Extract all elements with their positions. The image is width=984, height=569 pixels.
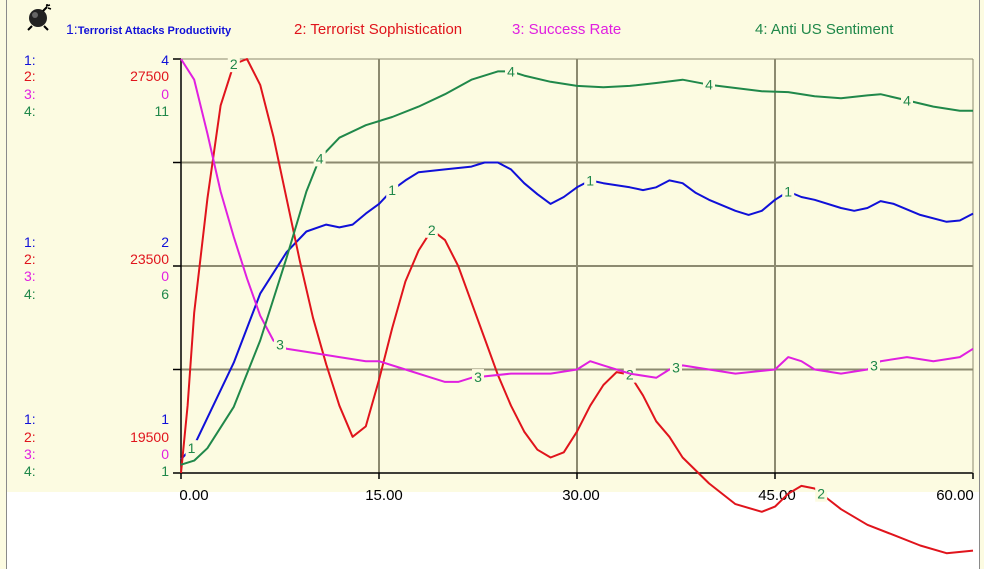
- series-1-marker-bg-0: [185, 440, 198, 457]
- legend-series-4: 4: Anti US Sentiment: [755, 21, 894, 38]
- series-1-marker-bg-2: [584, 172, 597, 189]
- series-1-line: [180, 161, 974, 460]
- axis-bot-value-2: 19500: [130, 429, 169, 445]
- series-2-marker-bg-1: [425, 221, 438, 238]
- axis-mid-label-1: 1:: [24, 234, 36, 250]
- axis-mid-label-3: 3:: [24, 268, 36, 284]
- axis-top-label-2: 2:: [24, 68, 36, 84]
- axis-bot-label-2: 2:: [24, 429, 36, 445]
- series-2-marker-0: 2: [230, 56, 238, 72]
- bomb-icon[interactable]: [24, 4, 52, 37]
- series-1-marker-3: 1: [784, 183, 792, 199]
- series-1-marker-bg-3: [782, 183, 795, 200]
- series-2-marker-2: 2: [626, 367, 634, 383]
- axis-bot-label-3: 3:: [24, 446, 36, 462]
- x-tick-label-3: 45.00: [758, 487, 796, 504]
- series-1-marker-2: 1: [586, 172, 594, 188]
- series-3-line: [180, 58, 974, 383]
- x-tick-label-0: 0.00: [179, 487, 209, 504]
- axis-mid-value-3: 0: [161, 268, 169, 284]
- series-2-marker-bg-3: [815, 485, 828, 502]
- axis-mid-value-1: 2: [161, 234, 169, 250]
- series-3-marker-3: 3: [870, 357, 878, 373]
- series-3-marker-bg-0: [274, 336, 286, 353]
- axis-top-value-2: 27500: [130, 68, 169, 84]
- axis-top-label-3: 3:: [24, 86, 36, 102]
- series-4-marker-1: 4: [507, 63, 515, 79]
- series-2-marker-1: 2: [428, 222, 436, 238]
- axis-top-value-3: 0: [161, 86, 169, 102]
- chart-frame: [6, 0, 980, 569]
- series-4-line: [180, 70, 973, 466]
- legend-series-2: 2: Terrorist Sophistication: [294, 21, 463, 38]
- axis-top-value-1: 4: [161, 52, 169, 68]
- legend-series-3: 3: Success Rate: [512, 21, 622, 38]
- series-3-marker-bg-1: [472, 369, 484, 386]
- series-1-marker-0: 1: [188, 440, 196, 456]
- x-tick-label-2: 30.00: [562, 487, 600, 504]
- series-3-marker-1: 3: [474, 369, 482, 385]
- axis-bot-label-4: 4:: [24, 463, 36, 479]
- series-2-line: [180, 58, 974, 555]
- series-4-marker-bg-1: [505, 63, 517, 80]
- axis-top-label-1: 1:: [24, 52, 36, 68]
- series-4-marker-bg-2: [703, 76, 715, 93]
- series-4-marker-2: 4: [705, 77, 713, 93]
- series-2-marker-3: 2: [817, 486, 825, 502]
- series-2-marker-bg-2: [623, 366, 636, 383]
- axis-mid-label-4: 4:: [24, 286, 36, 302]
- series-4-marker-0: 4: [316, 150, 324, 166]
- series-2-marker-bg-0: [227, 56, 240, 73]
- x-tick-label-4: 60.00: [936, 487, 974, 504]
- axis-bot-value-4: 1: [161, 463, 169, 479]
- series-3-marker-0: 3: [276, 337, 284, 353]
- series-4-marker-3: 4: [903, 92, 911, 108]
- axis-mid-value-4: 6: [161, 286, 169, 302]
- legend-series-1-name: Terrorist Attacks Productivity: [77, 25, 232, 37]
- chart-footer-area: [7, 492, 979, 569]
- series-3-marker-bg-3: [868, 357, 880, 374]
- legend-series-1-number: 1:: [66, 21, 78, 37]
- series-3-marker-bg-2: [670, 359, 682, 376]
- series-4-marker-bg-0: [313, 150, 326, 167]
- axis-bot-label-1: 1:: [24, 411, 36, 427]
- axis-top-label-4: 4:: [24, 103, 36, 119]
- legend-series-1: 1:Terrorist Attacks Productivity: [66, 21, 231, 38]
- axis-bot-value-3: 0: [161, 446, 169, 462]
- x-tick-label-1: 15.00: [365, 487, 403, 504]
- axis-mid-label-2: 2:: [24, 251, 36, 267]
- axis-top-value-4: 11: [154, 103, 169, 119]
- series-3-marker-2: 3: [672, 359, 680, 375]
- axis-bot-value-1: 1: [161, 411, 169, 427]
- series-1-marker-bg-1: [386, 182, 399, 199]
- axis-mid-value-2: 23500: [130, 251, 169, 267]
- series-4-marker-bg-3: [901, 92, 913, 109]
- series-1-marker-1: 1: [388, 182, 396, 198]
